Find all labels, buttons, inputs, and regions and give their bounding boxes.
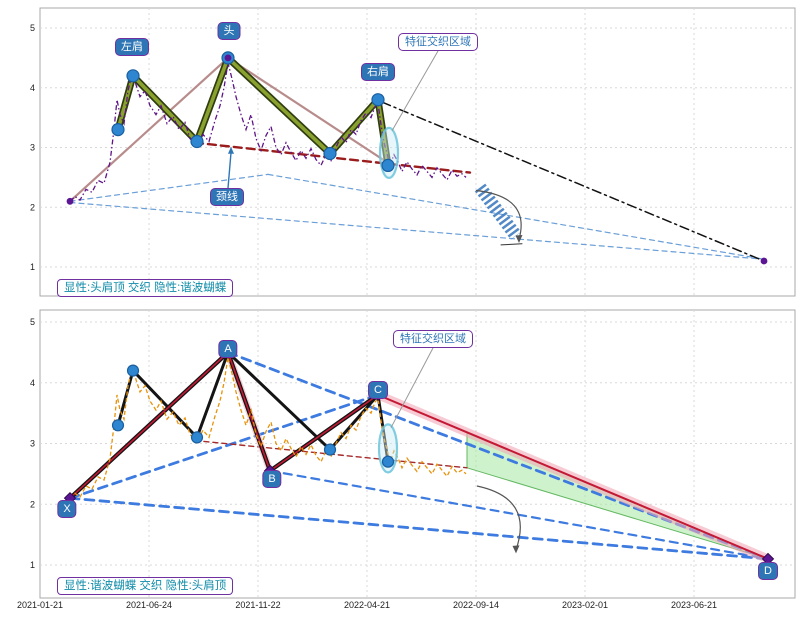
xa-ratio-line [69,351,229,500]
bd-guide-line [267,173,765,260]
price-end-dot [66,197,74,205]
band-base-line [500,243,523,246]
xd-guide-line [69,201,765,260]
pivot-dot [126,69,140,83]
y-tick-label: 5 [30,23,35,33]
pivot-dot [111,123,125,137]
pivot-dot [371,93,385,107]
xb-guide-line [69,173,269,202]
pivot-dot [323,146,337,161]
callout-connector [390,347,434,428]
arc-arrowhead-icon [512,545,520,554]
neckline-arrow-shaft [227,152,232,189]
neckline-arrowhead-icon [228,146,234,154]
pivot-dot [126,364,140,377]
x-tick-label: 2023-02-01 [562,600,608,610]
target-band-line [474,183,522,240]
y-tick-label: 3 [30,143,35,153]
pivot-dot [323,443,337,456]
y-tick-label: 1 [30,262,35,272]
price-end-dot [760,257,768,265]
x-tick-label: 2021-06-24 [126,600,172,610]
ab-ratio-line [227,351,271,472]
projection-line [381,101,765,262]
y-tick-label: 2 [30,202,35,212]
projection-arc [475,189,522,240]
x-tick-label: 2022-04-21 [344,600,390,610]
y-tick-label: 3 [30,439,35,449]
pivot-dot [381,455,395,468]
y-tick-label: 1 [30,560,35,570]
x-tick-label: 2022-09-14 [453,600,499,610]
panel-frame [39,7,796,297]
pivot-dot [190,134,204,149]
callout-connector [391,50,439,132]
pivot-dot [381,158,395,172]
cd-ratio-line [377,393,769,560]
x-tick-label: 2021-01-21 [17,600,63,610]
x-tick-label: 2023-06-21 [671,600,717,610]
y-tick-label: 5 [30,317,35,327]
projection-arc [476,485,521,550]
panel-frame [39,309,796,599]
y-tick-label: 4 [30,83,35,93]
y-tick-label: 2 [30,499,35,509]
x-tick-label: 2021-11-22 [235,600,280,610]
pivot-dot [111,419,125,432]
y-tick-label: 4 [30,378,35,388]
price-end-dot [224,54,232,62]
xd-guide-line [68,496,770,561]
bc-ratio-line [269,394,379,472]
xc-guide-line [68,393,380,500]
pivot-dot [190,431,204,444]
arc-arrowhead-icon [515,235,523,244]
